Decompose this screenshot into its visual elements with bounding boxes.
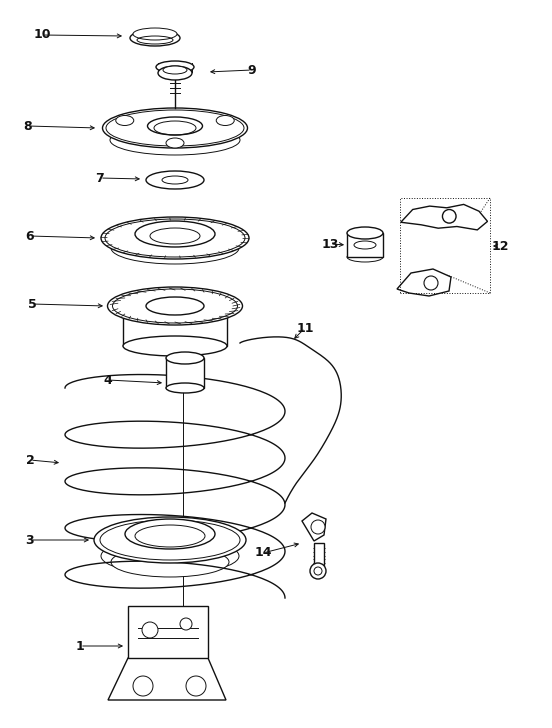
Text: 2: 2 (25, 454, 34, 467)
Text: 11: 11 (296, 322, 314, 334)
Ellipse shape (156, 61, 194, 73)
Polygon shape (397, 269, 451, 296)
Ellipse shape (110, 125, 240, 155)
Text: 1: 1 (76, 639, 84, 652)
Circle shape (142, 622, 158, 638)
Polygon shape (347, 233, 383, 257)
Ellipse shape (163, 66, 187, 74)
Text: 9: 9 (248, 63, 256, 76)
Text: 12: 12 (491, 240, 509, 253)
Ellipse shape (111, 232, 239, 264)
Ellipse shape (347, 252, 383, 262)
Text: 6: 6 (26, 229, 34, 242)
Circle shape (443, 210, 456, 223)
Ellipse shape (166, 352, 204, 364)
Ellipse shape (146, 297, 204, 315)
Ellipse shape (347, 227, 383, 239)
Ellipse shape (116, 116, 134, 125)
Polygon shape (123, 310, 227, 346)
Circle shape (314, 567, 322, 575)
Ellipse shape (125, 519, 215, 549)
Ellipse shape (111, 547, 229, 577)
Polygon shape (166, 358, 204, 388)
Text: 5: 5 (28, 298, 36, 311)
Ellipse shape (354, 241, 376, 249)
Ellipse shape (123, 336, 227, 356)
Polygon shape (314, 543, 324, 565)
Ellipse shape (146, 171, 204, 189)
Ellipse shape (166, 138, 184, 148)
Circle shape (180, 618, 192, 630)
Ellipse shape (94, 517, 246, 563)
Polygon shape (108, 658, 226, 700)
Ellipse shape (101, 217, 249, 259)
Circle shape (186, 676, 206, 696)
Ellipse shape (150, 228, 200, 244)
Ellipse shape (130, 30, 180, 46)
Circle shape (310, 563, 326, 579)
Text: 8: 8 (24, 119, 33, 132)
Polygon shape (302, 513, 326, 541)
Text: 4: 4 (104, 373, 113, 387)
Text: 13: 13 (321, 237, 339, 250)
Ellipse shape (162, 176, 188, 184)
Ellipse shape (103, 108, 247, 148)
Ellipse shape (166, 383, 204, 393)
Ellipse shape (101, 538, 239, 574)
Ellipse shape (133, 28, 177, 40)
Ellipse shape (108, 287, 242, 325)
Ellipse shape (135, 221, 215, 247)
Text: 7: 7 (95, 172, 104, 184)
Bar (400, 198, 490, 293)
Circle shape (311, 520, 325, 534)
Bar (128, 606, 208, 658)
Text: 3: 3 (26, 534, 34, 547)
Ellipse shape (158, 66, 192, 80)
Polygon shape (401, 205, 487, 230)
Text: 10: 10 (33, 28, 51, 41)
Circle shape (133, 676, 153, 696)
Circle shape (424, 276, 438, 290)
Text: 14: 14 (254, 547, 272, 560)
Ellipse shape (147, 117, 203, 135)
Ellipse shape (216, 116, 234, 125)
